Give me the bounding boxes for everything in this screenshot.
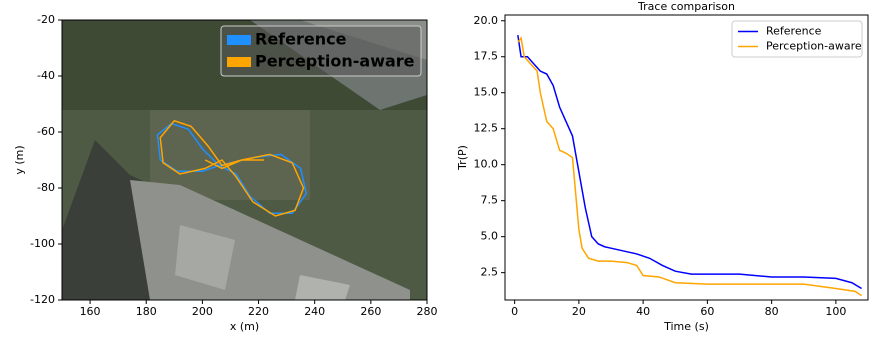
x-tick-label: 20 [572,305,586,318]
y-tick-label: -20 [37,13,55,26]
legend-box [220,25,422,77]
y-tick-label: 2.5 [481,266,499,279]
x-tick-label: 160 [80,305,101,318]
series-line [159,119,305,217]
y-axis-label: Tr(P) [456,145,469,171]
axes-frame [61,19,428,301]
y-tick-label: 17.5 [474,50,499,63]
series-line [517,36,862,297]
legend-label: Perception-aware [766,40,862,53]
legend-label: Perception-aware [255,52,415,71]
x-tick-label: 80 [765,305,779,318]
legend-label: Reference [766,25,822,38]
x-tick-label: 240 [304,305,325,318]
x-tick-label: 60 [700,305,714,318]
x-tick-label: 180 [136,305,157,318]
y-tick-label: 20.0 [474,14,499,27]
y-tick-label: 10.0 [474,158,499,171]
x-tick-label: 260 [360,305,381,318]
x-tick-label: 40 [636,305,650,318]
legend-swatch [227,57,251,67]
y-axis-label: y (m) [13,145,26,174]
legend-swatch [227,35,251,45]
y-tick-label: -80 [37,181,55,194]
y-tick-label: 12.5 [474,122,499,135]
y-tick-label: 7.5 [481,194,499,207]
x-axis-label: x (m) [230,320,259,333]
y-tick-label: -120 [30,293,55,306]
x-tick-label: 0 [511,305,518,318]
series-line [517,35,862,290]
y-tick-label: 5.0 [481,230,499,243]
x-tick-label: 100 [825,305,846,318]
x-tick-label: 200 [192,305,213,318]
y-tick-label: 15.0 [474,86,499,99]
x-tick-label: 280 [417,305,438,318]
legend-label: Reference [255,30,347,49]
y-tick-label: -100 [30,237,55,250]
legend-box [731,20,863,58]
y-tick-label: -40 [37,69,55,82]
chart-title: Trace comparison [637,0,735,13]
x-tick-label: 220 [248,305,269,318]
x-axis-label: Time (s) [663,320,709,333]
axes-frame [504,14,869,301]
y-tick-label: -60 [37,125,55,138]
